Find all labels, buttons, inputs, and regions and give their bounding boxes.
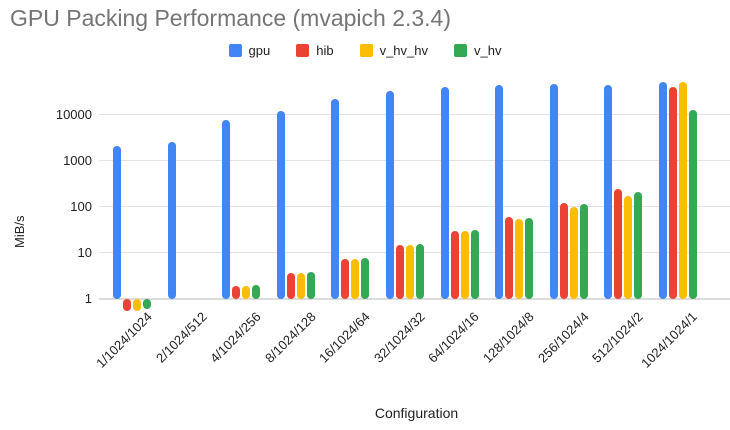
- bar-v_hv-256/1024/4: [579, 203, 588, 299]
- bar-v_hv_hv-32/1024/32: [406, 244, 414, 299]
- gridline-1000: [99, 159, 730, 161]
- bar-v_hv-64/1024/16: [470, 230, 479, 299]
- bar-v_hv_hv-1024/1024/1: [678, 82, 687, 299]
- y-tick-10000: 10000: [55, 106, 92, 122]
- legend-label: v_hv: [474, 42, 502, 58]
- legend-swatch-v_hv: [454, 43, 467, 57]
- x-label-128/1024/8: 128/1024/8: [480, 309, 537, 366]
- x-label-256/1024/4: 256/1024/4: [534, 309, 592, 366]
- bar-v_hv-8/1024/128: [306, 272, 315, 299]
- bar-v_hv_hv-4/1024/256: [242, 286, 251, 299]
- legend-item-v_hv: v_hv: [454, 43, 501, 58]
- gridline-10: [99, 251, 730, 253]
- legend-label: hib: [316, 42, 334, 58]
- x-label-64/1024/16: 64/1024/16: [425, 309, 483, 366]
- bar-gpu-32/1024/32: [386, 90, 394, 299]
- x-axis-labels: 1/1024/1024 2/1024/512 4/1024/256 8/1024/12…: [93, 309, 728, 394]
- bar-v_hv_hv-512/1024/2: [624, 196, 633, 299]
- bar-hib-1/1024/1024: [123, 299, 132, 311]
- x-axis-title: Configuration: [374, 405, 459, 421]
- legend-swatch-hib: [296, 43, 310, 57]
- bar-hib-8/1024/128: [286, 272, 295, 299]
- bar-gpu-512/1024/2: [604, 84, 613, 299]
- bar-gpu-128/1024/8: [495, 84, 504, 299]
- legend-label: v_hv_hv: [379, 42, 428, 58]
- bar-v_hv_hv-1/1024/1024: [133, 299, 142, 311]
- bar-v_hv-16/1024/64: [361, 257, 370, 299]
- gridline-10000: [99, 113, 730, 115]
- gridline-100: [99, 205, 730, 207]
- y-tick-100: 100: [70, 198, 92, 214]
- bar-hib-1024/1024/1: [668, 87, 677, 299]
- bar-gpu-1024/1024/1: [658, 81, 667, 299]
- x-label-8/1024/128: 8/1024/128: [261, 309, 319, 366]
- x-label-512/1024/2: 512/1024/2: [589, 309, 646, 366]
- bar-hib-128/1024/8: [505, 217, 514, 299]
- legend-swatch-v_hv_hv: [359, 43, 373, 57]
- bar-hib-512/1024/2: [614, 189, 623, 299]
- bar-hib-64/1024/16: [450, 230, 459, 299]
- bar-gpu-4/1024/256: [222, 119, 231, 299]
- x-label-1024/1024/1: 1024/1024/1: [638, 309, 701, 371]
- bar-hib-256/1024/4: [559, 203, 568, 299]
- bar-gpu-16/1024/64: [331, 98, 340, 299]
- y-axis-ticks: 1 10 100 1000 10000: [0, 78, 92, 305]
- bar-v_hv-32/1024/32: [416, 244, 424, 299]
- bar-gpu-256/1024/4: [549, 83, 558, 299]
- bar-v_hv_hv-64/1024/16: [460, 230, 469, 299]
- bar-v_hv_hv-8/1024/128: [296, 272, 305, 299]
- x-label-32/1024/32: 32/1024/32: [370, 309, 428, 366]
- bar-v_hv-128/1024/8: [525, 217, 534, 299]
- legend-item-hib: hib: [296, 42, 334, 58]
- x-label-1/1024/1024: 1/1024/1024: [93, 309, 155, 371]
- legend: gpu hib v_hv_hv v_hv: [0, 41, 730, 59]
- legend-label: gpu: [248, 42, 271, 58]
- legend-item-gpu: gpu: [228, 42, 271, 58]
- bar-hib-16/1024/64: [341, 258, 350, 299]
- gridline-1: [99, 298, 730, 300]
- bar-v_hv_hv-128/1024/8: [515, 218, 524, 299]
- bar-v_hv_hv-256/1024/4: [569, 206, 578, 299]
- plot-area: [99, 78, 730, 311]
- bar-hib-4/1024/256: [232, 286, 241, 299]
- x-label-4/1024/256: 4/1024/256: [207, 309, 264, 366]
- legend-item-v_hv_hv: v_hv_hv: [359, 42, 428, 58]
- chart-title: GPU Packing Performance (mvapich 2.3.4): [10, 5, 452, 31]
- y-tick-1000: 1000: [63, 152, 92, 168]
- bar-gpu-8/1024/128: [276, 111, 285, 299]
- bar-v_hv-4/1024/256: [252, 285, 261, 299]
- bar-gpu-64/1024/16: [440, 86, 449, 299]
- bar-gpu-1/1024/1024: [113, 146, 122, 299]
- legend-swatch-gpu: [228, 43, 242, 57]
- bar-gpu-2/1024/512: [167, 141, 176, 299]
- bar-v_hv-512/1024/2: [634, 191, 643, 299]
- bar-hib-32/1024/32: [396, 244, 404, 299]
- x-label-2/1024/512: 2/1024/512: [152, 309, 210, 366]
- bar-v_hv-1024/1024/1: [688, 110, 697, 299]
- x-label-16/1024/64: 16/1024/64: [316, 309, 374, 366]
- y-tick-10: 10: [77, 244, 92, 260]
- y-tick-1: 1: [84, 291, 92, 306]
- bar-v_hv_hv-16/1024/64: [351, 258, 360, 299]
- bar-v_hv-1/1024/1024: [143, 299, 152, 310]
